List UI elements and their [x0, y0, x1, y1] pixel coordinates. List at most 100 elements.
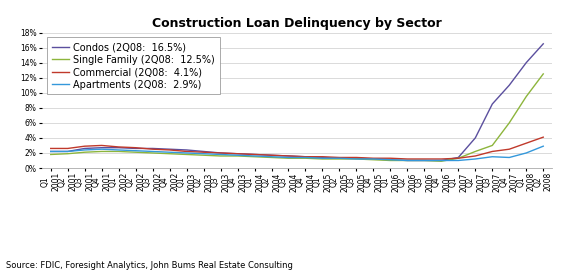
- Single Family (2Q08:  12.5%): (17, 0.012): 12.5%): (17, 0.012): [336, 157, 343, 161]
- Apartments (2Q08:  2.9%): (29, 0.029): 2.9%): (29, 0.029): [540, 144, 547, 148]
- Text: Source: FDIC, Foresight Analytics, John Bums Real Estate Consulting: Source: FDIC, Foresight Analytics, John …: [6, 261, 293, 270]
- Line: Apartments (2Q08:  2.9%): Apartments (2Q08: 2.9%): [51, 146, 543, 160]
- Apartments (2Q08:  2.9%): (4, 0.024): 2.9%): (4, 0.024): [115, 148, 122, 151]
- Apartments (2Q08:  2.9%): (12, 0.016): 2.9%): (12, 0.016): [251, 154, 258, 158]
- Condos (2Q08:  16.5%): (29, 0.165): 16.5%): (29, 0.165): [540, 42, 547, 46]
- Single Family (2Q08:  12.5%): (0, 0.018): 12.5%): (0, 0.018): [47, 153, 54, 156]
- Apartments (2Q08:  2.9%): (15, 0.014): 2.9%): (15, 0.014): [302, 156, 309, 159]
- Apartments (2Q08:  2.9%): (1, 0.022): 2.9%): (1, 0.022): [64, 150, 71, 153]
- Commercial (2Q08:  4.1%): (7, 0.024): 4.1%): (7, 0.024): [166, 148, 173, 151]
- Commercial (2Q08:  4.1%): (10, 0.02): 4.1%): (10, 0.02): [217, 151, 224, 154]
- Commercial (2Q08:  4.1%): (15, 0.015): 4.1%): (15, 0.015): [302, 155, 309, 158]
- Condos (2Q08:  16.5%): (22, 0.01): 16.5%): (22, 0.01): [421, 159, 428, 162]
- Apartments (2Q08:  2.9%): (9, 0.019): 2.9%): (9, 0.019): [200, 152, 207, 155]
- Single Family (2Q08:  12.5%): (10, 0.016): 12.5%): (10, 0.016): [217, 154, 224, 158]
- Commercial (2Q08:  4.1%): (22, 0.012): 4.1%): (22, 0.012): [421, 157, 428, 161]
- Single Family (2Q08:  12.5%): (11, 0.016): 12.5%): (11, 0.016): [234, 154, 241, 158]
- Commercial (2Q08:  4.1%): (24, 0.013): 4.1%): (24, 0.013): [455, 157, 462, 160]
- Condos (2Q08:  16.5%): (24, 0.014): 16.5%): (24, 0.014): [455, 156, 462, 159]
- Commercial (2Q08:  4.1%): (29, 0.041): 4.1%): (29, 0.041): [540, 136, 547, 139]
- Apartments (2Q08:  2.9%): (18, 0.012): 2.9%): (18, 0.012): [353, 157, 360, 161]
- Line: Single Family (2Q08:  12.5%): Single Family (2Q08: 12.5%): [51, 74, 543, 161]
- Condos (2Q08:  16.5%): (10, 0.02): 16.5%): (10, 0.02): [217, 151, 224, 154]
- Commercial (2Q08:  4.1%): (0, 0.026): 4.1%): (0, 0.026): [47, 147, 54, 150]
- Apartments (2Q08:  2.9%): (20, 0.011): 2.9%): (20, 0.011): [387, 158, 394, 161]
- Single Family (2Q08:  12.5%): (12, 0.015): 12.5%): (12, 0.015): [251, 155, 258, 158]
- Commercial (2Q08:  4.1%): (9, 0.021): 4.1%): (9, 0.021): [200, 151, 207, 154]
- Commercial (2Q08:  4.1%): (18, 0.014): 4.1%): (18, 0.014): [353, 156, 360, 159]
- Apartments (2Q08:  2.9%): (16, 0.013): 2.9%): (16, 0.013): [319, 157, 326, 160]
- Line: Commercial (2Q08:  4.1%): Commercial (2Q08: 4.1%): [51, 137, 543, 159]
- Apartments (2Q08:  2.9%): (19, 0.012): 2.9%): (19, 0.012): [370, 157, 377, 161]
- Condos (2Q08:  16.5%): (26, 0.085): 16.5%): (26, 0.085): [489, 102, 495, 106]
- Line: Condos (2Q08:  16.5%): Condos (2Q08: 16.5%): [51, 44, 543, 160]
- Single Family (2Q08:  12.5%): (27, 0.06): 12.5%): (27, 0.06): [506, 121, 513, 124]
- Single Family (2Q08:  12.5%): (20, 0.01): 12.5%): (20, 0.01): [387, 159, 394, 162]
- Apartments (2Q08:  2.9%): (0, 0.022): 2.9%): (0, 0.022): [47, 150, 54, 153]
- Single Family (2Q08:  12.5%): (9, 0.017): 12.5%): (9, 0.017): [200, 154, 207, 157]
- Condos (2Q08:  16.5%): (19, 0.012): 16.5%): (19, 0.012): [370, 157, 377, 161]
- Single Family (2Q08:  12.5%): (16, 0.012): 12.5%): (16, 0.012): [319, 157, 326, 161]
- Single Family (2Q08:  12.5%): (2, 0.021): 12.5%): (2, 0.021): [81, 151, 88, 154]
- Commercial (2Q08:  4.1%): (20, 0.013): 4.1%): (20, 0.013): [387, 157, 394, 160]
- Commercial (2Q08:  4.1%): (1, 0.026): 4.1%): (1, 0.026): [64, 147, 71, 150]
- Condos (2Q08:  16.5%): (27, 0.11): 16.5%): (27, 0.11): [506, 83, 513, 87]
- Condos (2Q08:  16.5%): (6, 0.026): 16.5%): (6, 0.026): [149, 147, 156, 150]
- Condos (2Q08:  16.5%): (17, 0.013): 16.5%): (17, 0.013): [336, 157, 343, 160]
- Title: Construction Loan Delinquency by Sector: Construction Loan Delinquency by Sector: [152, 17, 442, 30]
- Condos (2Q08:  16.5%): (1, 0.022): 16.5%): (1, 0.022): [64, 150, 71, 153]
- Condos (2Q08:  16.5%): (13, 0.017): 16.5%): (13, 0.017): [268, 154, 275, 157]
- Apartments (2Q08:  2.9%): (17, 0.013): 2.9%): (17, 0.013): [336, 157, 343, 160]
- Commercial (2Q08:  4.1%): (2, 0.029): 4.1%): (2, 0.029): [81, 144, 88, 148]
- Condos (2Q08:  16.5%): (2, 0.026): 16.5%): (2, 0.026): [81, 147, 88, 150]
- Apartments (2Q08:  2.9%): (26, 0.015): 2.9%): (26, 0.015): [489, 155, 495, 158]
- Single Family (2Q08:  12.5%): (6, 0.02): 12.5%): (6, 0.02): [149, 151, 156, 154]
- Apartments (2Q08:  2.9%): (28, 0.02): 2.9%): (28, 0.02): [523, 151, 530, 154]
- Single Family (2Q08:  12.5%): (3, 0.022): 12.5%): (3, 0.022): [99, 150, 105, 153]
- Apartments (2Q08:  2.9%): (25, 0.012): 2.9%): (25, 0.012): [472, 157, 479, 161]
- Single Family (2Q08:  12.5%): (7, 0.019): 12.5%): (7, 0.019): [166, 152, 173, 155]
- Commercial (2Q08:  4.1%): (5, 0.027): 4.1%): (5, 0.027): [132, 146, 139, 149]
- Single Family (2Q08:  12.5%): (8, 0.018): 12.5%): (8, 0.018): [183, 153, 190, 156]
- Condos (2Q08:  16.5%): (16, 0.014): 16.5%): (16, 0.014): [319, 156, 326, 159]
- Commercial (2Q08:  4.1%): (19, 0.013): 4.1%): (19, 0.013): [370, 157, 377, 160]
- Commercial (2Q08:  4.1%): (14, 0.016): 4.1%): (14, 0.016): [285, 154, 292, 158]
- Commercial (2Q08:  4.1%): (4, 0.028): 4.1%): (4, 0.028): [115, 145, 122, 149]
- Commercial (2Q08:  4.1%): (11, 0.019): 4.1%): (11, 0.019): [234, 152, 241, 155]
- Condos (2Q08:  16.5%): (7, 0.025): 16.5%): (7, 0.025): [166, 148, 173, 151]
- Commercial (2Q08:  4.1%): (21, 0.012): 4.1%): (21, 0.012): [404, 157, 411, 161]
- Legend: Condos (2Q08:  16.5%), Single Family (2Q08:  12.5%), Commercial (2Q08:  4.1%), A: Condos (2Q08: 16.5%), Single Family (2Q0…: [47, 37, 220, 94]
- Single Family (2Q08:  12.5%): (1, 0.019): 12.5%): (1, 0.019): [64, 152, 71, 155]
- Commercial (2Q08:  4.1%): (26, 0.022): 4.1%): (26, 0.022): [489, 150, 495, 153]
- Condos (2Q08:  16.5%): (9, 0.022): 16.5%): (9, 0.022): [200, 150, 207, 153]
- Commercial (2Q08:  4.1%): (3, 0.03): 4.1%): (3, 0.03): [99, 144, 105, 147]
- Condos (2Q08:  16.5%): (4, 0.027): 16.5%): (4, 0.027): [115, 146, 122, 149]
- Single Family (2Q08:  12.5%): (22, 0.01): 12.5%): (22, 0.01): [421, 159, 428, 162]
- Apartments (2Q08:  2.9%): (22, 0.01): 2.9%): (22, 0.01): [421, 159, 428, 162]
- Single Family (2Q08:  12.5%): (15, 0.013): 12.5%): (15, 0.013): [302, 157, 309, 160]
- Apartments (2Q08:  2.9%): (21, 0.01): 2.9%): (21, 0.01): [404, 159, 411, 162]
- Single Family (2Q08:  12.5%): (14, 0.013): 12.5%): (14, 0.013): [285, 157, 292, 160]
- Condos (2Q08:  16.5%): (0, 0.022): 16.5%): (0, 0.022): [47, 150, 54, 153]
- Single Family (2Q08:  12.5%): (24, 0.013): 12.5%): (24, 0.013): [455, 157, 462, 160]
- Apartments (2Q08:  2.9%): (8, 0.02): 2.9%): (8, 0.02): [183, 151, 190, 154]
- Condos (2Q08:  16.5%): (21, 0.01): 16.5%): (21, 0.01): [404, 159, 411, 162]
- Single Family (2Q08:  12.5%): (18, 0.012): 12.5%): (18, 0.012): [353, 157, 360, 161]
- Condos (2Q08:  16.5%): (12, 0.018): 16.5%): (12, 0.018): [251, 153, 258, 156]
- Condos (2Q08:  16.5%): (15, 0.015): 16.5%): (15, 0.015): [302, 155, 309, 158]
- Apartments (2Q08:  2.9%): (23, 0.01): 2.9%): (23, 0.01): [438, 159, 445, 162]
- Single Family (2Q08:  12.5%): (5, 0.021): 12.5%): (5, 0.021): [132, 151, 139, 154]
- Condos (2Q08:  16.5%): (25, 0.04): 16.5%): (25, 0.04): [472, 136, 479, 140]
- Single Family (2Q08:  12.5%): (28, 0.095): 12.5%): (28, 0.095): [523, 95, 530, 98]
- Single Family (2Q08:  12.5%): (21, 0.01): 12.5%): (21, 0.01): [404, 159, 411, 162]
- Single Family (2Q08:  12.5%): (4, 0.022): 12.5%): (4, 0.022): [115, 150, 122, 153]
- Condos (2Q08:  16.5%): (5, 0.026): 16.5%): (5, 0.026): [132, 147, 139, 150]
- Apartments (2Q08:  2.9%): (3, 0.025): 2.9%): (3, 0.025): [99, 148, 105, 151]
- Condos (2Q08:  16.5%): (28, 0.14): 16.5%): (28, 0.14): [523, 61, 530, 64]
- Commercial (2Q08:  4.1%): (6, 0.025): 4.1%): (6, 0.025): [149, 148, 156, 151]
- Apartments (2Q08:  2.9%): (27, 0.014): 2.9%): (27, 0.014): [506, 156, 513, 159]
- Commercial (2Q08:  4.1%): (13, 0.017): 4.1%): (13, 0.017): [268, 154, 275, 157]
- Condos (2Q08:  16.5%): (11, 0.019): 16.5%): (11, 0.019): [234, 152, 241, 155]
- Single Family (2Q08:  12.5%): (26, 0.03): 12.5%): (26, 0.03): [489, 144, 495, 147]
- Single Family (2Q08:  12.5%): (25, 0.022): 12.5%): (25, 0.022): [472, 150, 479, 153]
